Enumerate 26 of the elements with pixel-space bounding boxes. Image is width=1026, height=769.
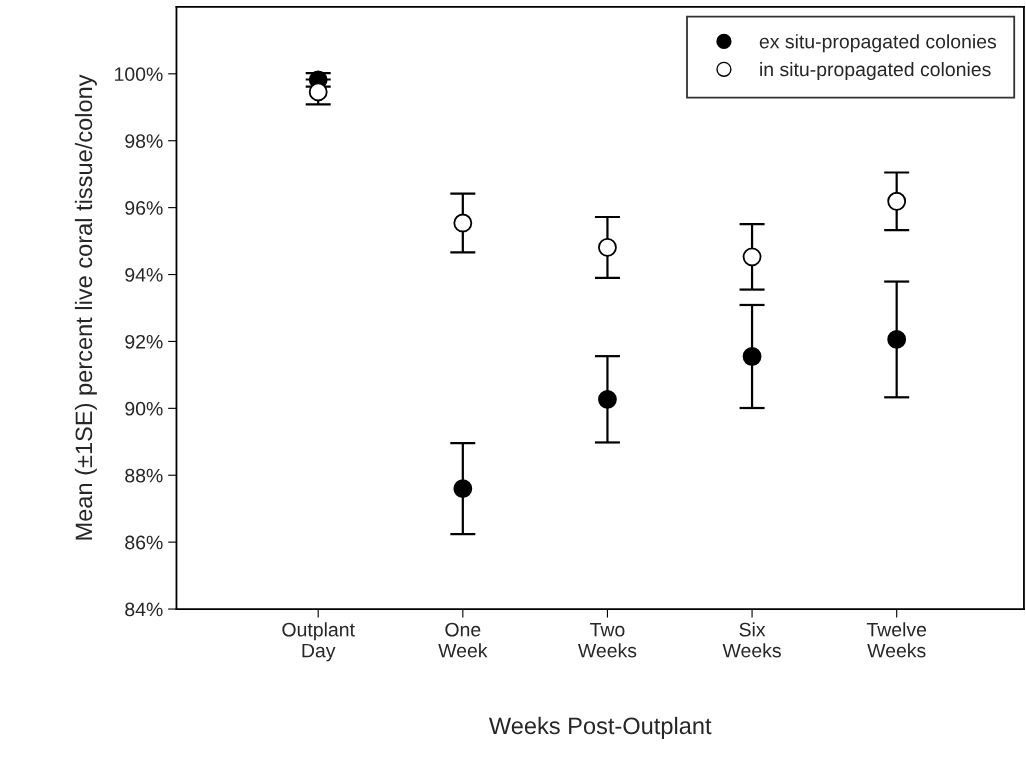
y-axis-title: Mean (±1SE) percent live coral tissue/colony	[74, 74, 97, 540]
legend-label: in situ-propagated colonies	[760, 61, 991, 81]
x-tick-label: Twelve Weeks	[866, 622, 927, 658]
x-tick-label: One Week	[438, 622, 488, 658]
point	[887, 191, 907, 211]
point	[598, 238, 617, 257]
x-tick-label: Six Weeks	[722, 622, 781, 658]
x-axis-title: Weeks Post-Outplant	[488, 716, 712, 739]
x-tick-label: Two Weeks	[577, 622, 637, 658]
y-tick-label: 100%	[115, 67, 163, 82]
point	[742, 247, 762, 267]
y-tick-label: 88%	[125, 468, 163, 483]
y-tick-label: 84%	[125, 602, 163, 617]
legend-label: ex situ-propagated colonies	[759, 34, 997, 53]
y-tick-label: 92%	[125, 334, 163, 349]
y-tick-label: 98%	[125, 134, 163, 148]
y-tick-label: 94%	[125, 268, 163, 282]
point	[742, 347, 762, 366]
point	[453, 213, 473, 233]
x-tick-label: Outplant Day	[282, 622, 355, 662]
point	[598, 389, 617, 409]
point	[887, 330, 907, 349]
y-tick-label: 96%	[125, 201, 163, 215]
y-tick-label: 90%	[125, 401, 163, 416]
point	[453, 479, 473, 499]
y-tick-label: 86%	[125, 535, 163, 550]
